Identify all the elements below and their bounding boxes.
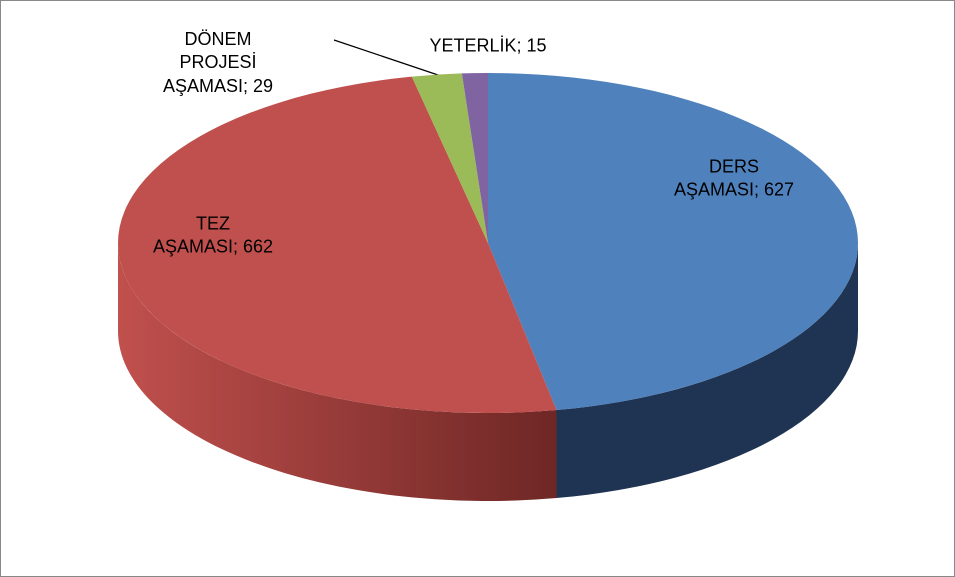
- slice: [117, 76, 557, 414]
- leader-line: [333, 39, 445, 78]
- data-label: DERS AŞAMASI; 627: [673, 156, 795, 200]
- data-label: TEZ AŞAMASI; 662: [152, 213, 274, 257]
- data-label: YETERLİK; 15: [429, 35, 547, 56]
- slice-side: [118, 243, 557, 501]
- data-label: DÖNEM PROJESİ AŞAMASI; 29: [162, 28, 274, 96]
- slice: [411, 73, 488, 243]
- slice-side: [556, 243, 858, 499]
- slice: [488, 72, 859, 411]
- slice: [461, 73, 488, 243]
